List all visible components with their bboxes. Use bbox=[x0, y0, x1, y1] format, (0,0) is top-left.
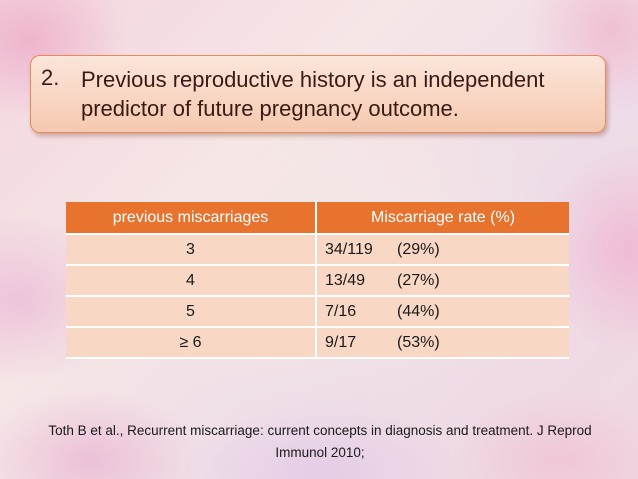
rate-percent: (53%) bbox=[397, 333, 440, 351]
table-row: 4 13/49 (27%) bbox=[66, 265, 569, 297]
table-header-row: previous miscarriages Miscarriage rate (… bbox=[66, 202, 569, 235]
point-number: 2. bbox=[41, 65, 60, 90]
citation-text: Toth B et al., Recurrent miscarriage: cu… bbox=[48, 423, 592, 460]
cell-count: 4 bbox=[66, 265, 317, 297]
rate-percent: (44%) bbox=[397, 302, 440, 320]
miscarriage-table: previous miscarriages Miscarriage rate (… bbox=[66, 202, 569, 359]
cell-rate: 13/49 (27%) bbox=[316, 265, 569, 297]
point-text: Previous reproductive history is an inde… bbox=[81, 67, 545, 121]
rate-percent: (29%) bbox=[397, 240, 440, 258]
rate-fraction: 13/49 bbox=[325, 271, 366, 289]
rate-fraction: 9/17 bbox=[325, 333, 357, 351]
cell-count: 3 bbox=[66, 234, 317, 266]
header-miscarriage-rate: Miscarriage rate (%) bbox=[316, 202, 569, 235]
cell-rate: 34/119 (29%) bbox=[316, 234, 569, 266]
cell-count: ≥ 6 bbox=[66, 327, 317, 359]
rate-percent: (27%) bbox=[397, 271, 440, 289]
rate-fraction: 34/119 bbox=[325, 240, 373, 258]
point-callout: 2. Previous reproductive history is an i… bbox=[30, 55, 606, 133]
cell-count: 5 bbox=[66, 296, 317, 328]
rate-fraction: 7/16 bbox=[325, 302, 357, 320]
cell-rate: 7/16 (44%) bbox=[316, 296, 569, 328]
header-previous-miscarriages: previous miscarriages bbox=[66, 202, 317, 235]
table-row: 3 34/119 (29%) bbox=[66, 234, 569, 266]
cell-rate: 9/17 (53%) bbox=[316, 327, 569, 359]
table-row: ≥ 6 9/17 (53%) bbox=[66, 327, 569, 359]
table-row: 5 7/16 (44%) bbox=[66, 296, 569, 328]
